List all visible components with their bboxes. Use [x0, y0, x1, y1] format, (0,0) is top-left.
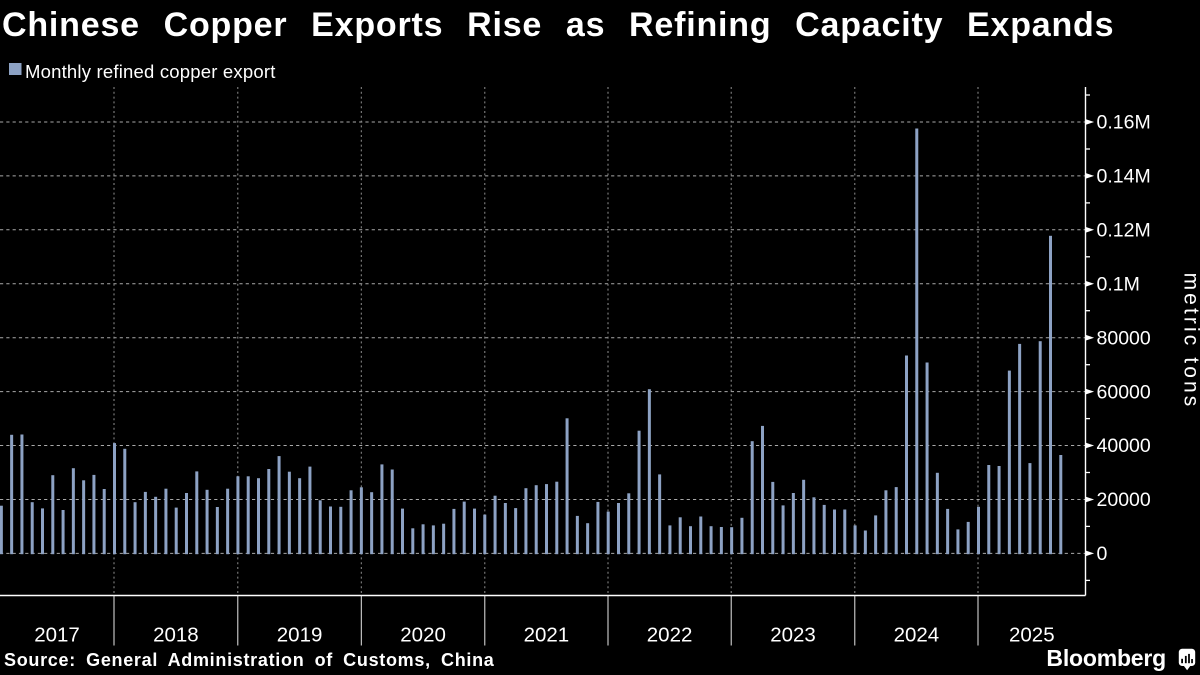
svg-text:0.12M: 0.12M	[1097, 220, 1151, 242]
svg-text:Monthly refined copper export: Monthly refined copper export	[25, 61, 276, 82]
svg-text:2023: 2023	[770, 623, 816, 646]
svg-text:2019: 2019	[277, 623, 323, 646]
svg-text:60000: 60000	[1097, 381, 1151, 403]
svg-text:0: 0	[1097, 543, 1108, 565]
svg-text:20000: 20000	[1097, 489, 1151, 511]
svg-text:40000: 40000	[1097, 435, 1151, 457]
svg-text:Chinese Copper Exports Rise as: Chinese Copper Exports Rise as Refining …	[2, 6, 1114, 44]
svg-text:Bloomberg: Bloomberg	[1046, 645, 1166, 671]
svg-text:0.16M: 0.16M	[1097, 112, 1151, 134]
svg-text:Source: General Administration: Source: General Administration of Custom…	[4, 650, 495, 670]
svg-text:2020: 2020	[400, 623, 446, 646]
svg-text:80000: 80000	[1097, 327, 1151, 349]
svg-text:2021: 2021	[524, 623, 570, 646]
svg-text:2017: 2017	[34, 623, 80, 646]
svg-text:2018: 2018	[153, 623, 199, 646]
svg-text:2024: 2024	[894, 623, 940, 646]
svg-text:metric tons: metric tons	[1180, 273, 1200, 410]
svg-text:0.14M: 0.14M	[1097, 166, 1151, 188]
svg-text:2025: 2025	[1009, 623, 1055, 646]
svg-text:2022: 2022	[647, 623, 693, 646]
svg-text:0.1M: 0.1M	[1097, 274, 1140, 296]
